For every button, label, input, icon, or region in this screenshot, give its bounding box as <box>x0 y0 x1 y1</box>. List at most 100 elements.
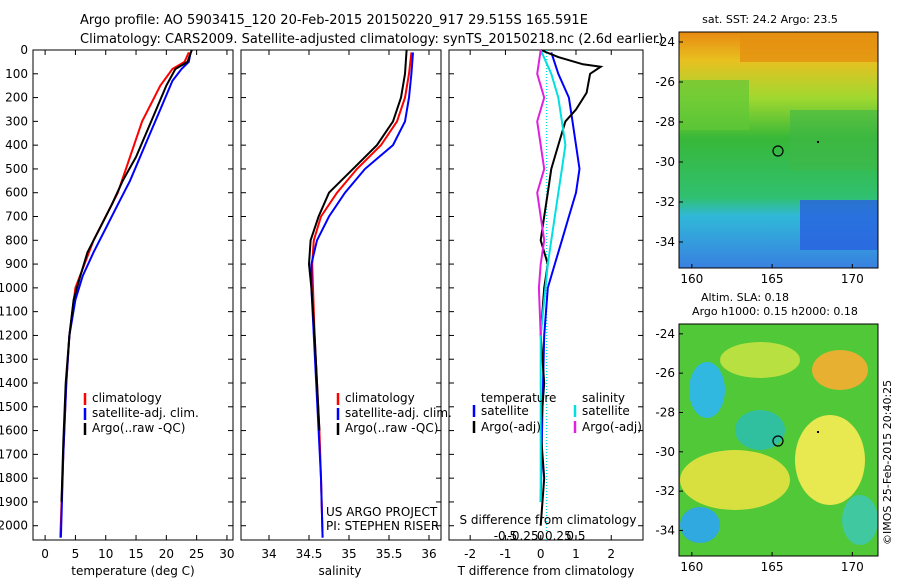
map-y-tick-label: -32 <box>655 484 675 498</box>
y-tick-label: 600 <box>5 186 28 200</box>
series-line <box>59 52 192 538</box>
y-tick-label: 1200 <box>0 328 28 342</box>
s-tick-label: -0.25 <box>508 529 539 543</box>
sst-patch <box>679 80 749 130</box>
header-line2: Climatology: CARS2009. Satellite-adjuste… <box>80 32 663 47</box>
y-tick-label: 700 <box>5 210 28 224</box>
map-y-tick-label: -24 <box>655 35 675 49</box>
y-tick-label: 800 <box>5 233 28 247</box>
x-tick-label: 25 <box>189 547 204 561</box>
s-tick-label: 0.5 <box>566 529 585 543</box>
legend-label-climatology: climatology <box>345 391 415 405</box>
legend-title-salinity: salinity <box>582 391 625 405</box>
y-tick-label: 1600 <box>0 424 28 438</box>
map-y-tick-label: -24 <box>655 327 675 341</box>
sst-map-panel: sat. SST: 24.2 Argo: 23.5 160 165 170 -24 -2… <box>655 13 879 286</box>
temperature-x-label: temperature (deg C) <box>71 564 194 578</box>
series-line <box>536 49 546 336</box>
map-dot <box>817 141 819 143</box>
map-y-tick-label: -34 <box>655 235 675 249</box>
salinity-x-axis: 34 34.5 35 35.5 36 <box>261 50 437 561</box>
x-tick-label: -2 <box>464 547 476 561</box>
y-tick-label: 300 <box>5 114 28 128</box>
legend-label-s-satellite: satellite <box>582 404 630 418</box>
salinity-profiles <box>307 49 414 538</box>
temperature-plot-frame <box>32 49 234 541</box>
y-tick-label: 1300 <box>0 352 28 366</box>
map-y-tick-label: -30 <box>655 445 675 459</box>
sla-map-subtitle: Argo h1000: 0.15 h2000: 0.18 <box>692 305 858 318</box>
y-tick-label: 1800 <box>0 471 28 485</box>
s-difference-ticks: -0.5-0.250 0.250.5 <box>494 529 586 543</box>
x-tick-label: 34.5 <box>296 547 323 561</box>
map-y-tick-label: -26 <box>655 75 675 89</box>
sst-patch <box>800 200 878 250</box>
map-y-tick-label: -34 <box>655 523 675 537</box>
legend-label-t-satellite: satellite <box>481 404 529 418</box>
y-tick-label: 100 <box>5 67 28 81</box>
series-line <box>59 51 190 538</box>
s-tick-label: -0.5 <box>494 529 517 543</box>
series-line <box>60 49 193 502</box>
sla-blob <box>689 362 725 418</box>
sst-map-axes: 160 165 170 -24 -26 -28 -30 -32 -34 <box>655 35 863 286</box>
differences-panel: -2 -1 0 1 2 S difference from climatology -0… <box>448 49 644 578</box>
sla-map-title: Altim. SLA: 0.18 <box>701 291 789 304</box>
sst-map-title: sat. SST: 24.2 Argo: 23.5 <box>702 13 838 26</box>
sla-blob <box>680 507 720 543</box>
differences-legend: temperature salinity satellite Argo(-adj… <box>472 391 642 434</box>
legend-title-temperature: temperature <box>481 391 556 405</box>
s-difference-label: S difference from climatology <box>460 513 637 527</box>
series-line <box>539 49 567 502</box>
pi-annotation: PI: STEPHEN RISER <box>326 519 439 533</box>
y-tick-label: 900 <box>5 257 28 271</box>
map-y-tick-label: -32 <box>655 195 675 209</box>
argo-location-marker <box>772 145 784 157</box>
temperature-profiles <box>59 49 193 538</box>
map-x-tick-label: 170 <box>841 560 864 574</box>
sla-blob <box>795 415 865 505</box>
x-tick-label: 10 <box>98 547 113 561</box>
temperature-x-axis: 0 5 10 15 20 25 30 <box>41 50 235 561</box>
map-y-tick-label: -26 <box>655 366 675 380</box>
copyright-stamp: ©IMOS 25-Feb-2015 20:40:25 <box>881 380 894 545</box>
map-x-tick-label: 170 <box>841 272 864 286</box>
y-tick-label: 1700 <box>0 447 28 461</box>
differences-plot-frame <box>448 49 644 541</box>
map-x-tick-label: 160 <box>680 560 703 574</box>
x-tick-label: 34 <box>261 547 276 561</box>
temperature-panel: 0100200300400500600700800900100011001200… <box>0 43 643 578</box>
argo-location-marker <box>772 435 784 447</box>
s-tick-label: 0.25 <box>545 529 572 543</box>
x-tick-label: 30 <box>219 547 234 561</box>
sla-blob <box>720 342 800 378</box>
salinity-panel: 34 34.5 35 35.5 36 salinity climatology sate… <box>240 49 452 578</box>
series-line <box>539 52 581 502</box>
salinity-plot-frame <box>240 49 442 541</box>
salinity-x-label: salinity <box>318 564 361 578</box>
sst-patch <box>740 32 878 62</box>
y-tick-label: 1100 <box>0 305 28 319</box>
project-annotation: US ARGO PROJECT <box>326 505 438 519</box>
y-tick-label: 2000 <box>0 519 28 533</box>
legend-label-t-argo: Argo(-adj) <box>481 420 541 434</box>
sla-map-frame <box>678 323 879 557</box>
map-x-tick-label: 165 <box>761 560 784 574</box>
sla-blob <box>842 495 878 545</box>
y-tick-label: 1900 <box>0 495 28 509</box>
sst-map-frame <box>678 31 879 269</box>
x-tick-label: -1 <box>499 547 511 561</box>
map-y-tick-label: -30 <box>655 155 675 169</box>
series-line <box>539 49 604 526</box>
legend-label-argo: Argo(..raw -QC) <box>345 421 438 435</box>
x-tick-label: 35.5 <box>376 547 403 561</box>
sla-map-panel: Altim. SLA: 0.18 Argo h1000: 0.15 h2000:… <box>655 291 879 574</box>
y-tick-label: 1400 <box>0 376 28 390</box>
series-line <box>311 52 413 538</box>
difference-profiles <box>536 49 604 526</box>
map-y-tick-label: -28 <box>655 115 675 129</box>
sla-blob <box>812 350 868 390</box>
legend-label-s-argo: Argo(-adj) <box>582 420 642 434</box>
legend-label-argo: Argo(..raw -QC) <box>92 421 185 435</box>
